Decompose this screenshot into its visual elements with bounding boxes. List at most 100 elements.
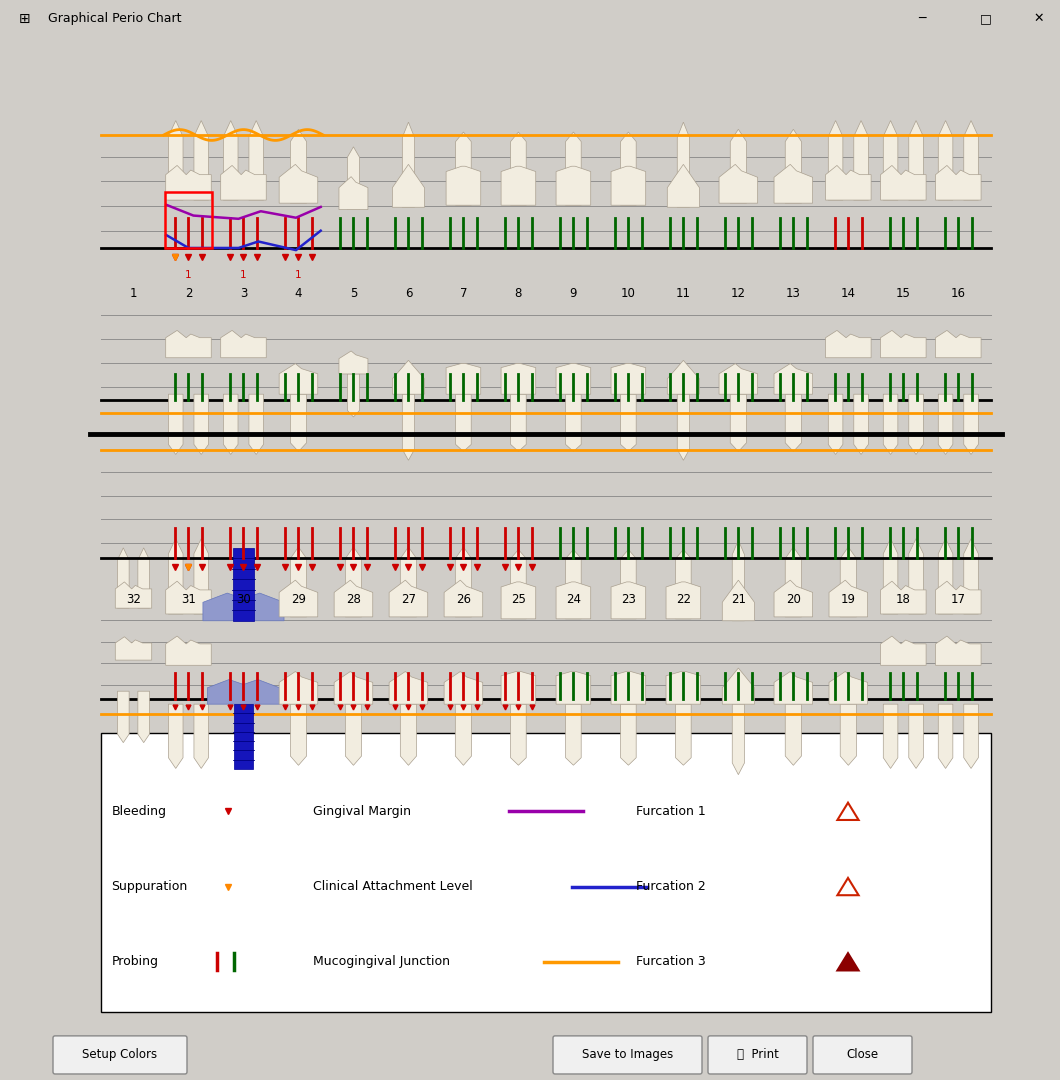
Text: Graphical Perio Chart: Graphical Perio Chart — [48, 12, 181, 26]
Polygon shape — [611, 363, 646, 394]
Polygon shape — [403, 394, 414, 460]
Polygon shape — [785, 546, 801, 617]
Polygon shape — [249, 121, 264, 200]
Bar — [233, 548, 254, 621]
Polygon shape — [501, 582, 535, 619]
Polygon shape — [334, 672, 373, 704]
Polygon shape — [908, 539, 923, 613]
Polygon shape — [444, 672, 482, 704]
Polygon shape — [556, 166, 590, 205]
Polygon shape — [511, 550, 526, 619]
Polygon shape — [774, 580, 813, 617]
Text: 8: 8 — [515, 287, 523, 300]
Polygon shape — [456, 132, 472, 205]
Text: 16: 16 — [951, 287, 966, 300]
Text: 1: 1 — [186, 270, 192, 280]
Polygon shape — [881, 581, 926, 613]
Text: Mucogingival Junction: Mucogingival Junction — [313, 956, 449, 969]
Text: Suppuration: Suppuration — [111, 880, 188, 893]
Bar — [164, 192, 212, 248]
Polygon shape — [444, 580, 482, 617]
Polygon shape — [668, 361, 700, 394]
Polygon shape — [511, 394, 526, 451]
Text: ─: ─ — [918, 12, 926, 26]
Text: 12: 12 — [730, 287, 746, 300]
Text: 🖨  Print: 🖨 Print — [737, 1049, 778, 1062]
Polygon shape — [118, 691, 129, 743]
Text: 2: 2 — [184, 287, 192, 300]
Polygon shape — [290, 130, 306, 203]
Polygon shape — [169, 539, 183, 613]
Text: 27: 27 — [401, 593, 416, 606]
Text: 29: 29 — [290, 593, 306, 606]
Polygon shape — [677, 122, 689, 207]
Polygon shape — [165, 330, 211, 357]
Polygon shape — [194, 539, 209, 613]
Polygon shape — [401, 704, 417, 766]
Polygon shape — [194, 394, 209, 455]
Polygon shape — [116, 637, 152, 660]
Polygon shape — [339, 177, 368, 210]
Polygon shape — [936, 165, 982, 200]
Polygon shape — [456, 546, 472, 617]
Polygon shape — [964, 704, 978, 769]
Polygon shape — [194, 704, 209, 769]
Polygon shape — [611, 166, 646, 205]
Text: 1: 1 — [241, 270, 247, 280]
Polygon shape — [334, 580, 373, 617]
Polygon shape — [556, 582, 590, 619]
Polygon shape — [556, 672, 590, 704]
Polygon shape — [165, 165, 211, 200]
FancyBboxPatch shape — [553, 1036, 702, 1074]
Polygon shape — [938, 121, 953, 200]
Polygon shape — [774, 164, 813, 203]
Polygon shape — [566, 394, 581, 451]
Text: 1: 1 — [295, 270, 302, 280]
Polygon shape — [881, 165, 926, 200]
Polygon shape — [719, 164, 758, 203]
Text: Furcation 1: Furcation 1 — [636, 805, 706, 818]
Text: 24: 24 — [566, 593, 581, 606]
Polygon shape — [881, 330, 926, 357]
Polygon shape — [785, 394, 801, 451]
Text: Furcation 2: Furcation 2 — [636, 880, 706, 893]
Text: Setup Colors: Setup Colors — [83, 1049, 158, 1062]
Polygon shape — [279, 364, 318, 394]
Text: ⊞: ⊞ — [19, 12, 31, 26]
Polygon shape — [883, 704, 898, 769]
Polygon shape — [675, 550, 691, 619]
Text: 14: 14 — [841, 287, 855, 300]
Text: Close: Close — [847, 1049, 879, 1062]
Text: Furcation 3: Furcation 3 — [636, 956, 706, 969]
Polygon shape — [224, 394, 238, 455]
FancyBboxPatch shape — [813, 1036, 912, 1074]
Polygon shape — [401, 546, 417, 617]
Polygon shape — [249, 394, 264, 455]
Polygon shape — [883, 121, 898, 200]
Polygon shape — [511, 132, 526, 205]
Text: 28: 28 — [346, 593, 360, 606]
Text: 31: 31 — [181, 593, 196, 606]
Polygon shape — [785, 704, 801, 766]
Polygon shape — [611, 582, 646, 619]
Polygon shape — [290, 546, 306, 617]
Polygon shape — [118, 548, 129, 608]
Text: 3: 3 — [240, 287, 247, 300]
Text: 13: 13 — [785, 287, 800, 300]
Polygon shape — [620, 704, 636, 766]
Polygon shape — [666, 582, 701, 619]
Polygon shape — [829, 672, 868, 704]
FancyBboxPatch shape — [708, 1036, 807, 1074]
Polygon shape — [828, 121, 843, 200]
Polygon shape — [566, 550, 581, 619]
Polygon shape — [853, 394, 868, 455]
Text: 23: 23 — [621, 593, 636, 606]
Polygon shape — [732, 704, 744, 774]
Polygon shape — [620, 132, 636, 205]
Polygon shape — [346, 704, 361, 766]
Polygon shape — [883, 394, 898, 455]
Polygon shape — [403, 122, 414, 207]
Polygon shape — [938, 394, 953, 455]
Polygon shape — [456, 394, 472, 451]
Polygon shape — [677, 394, 689, 460]
